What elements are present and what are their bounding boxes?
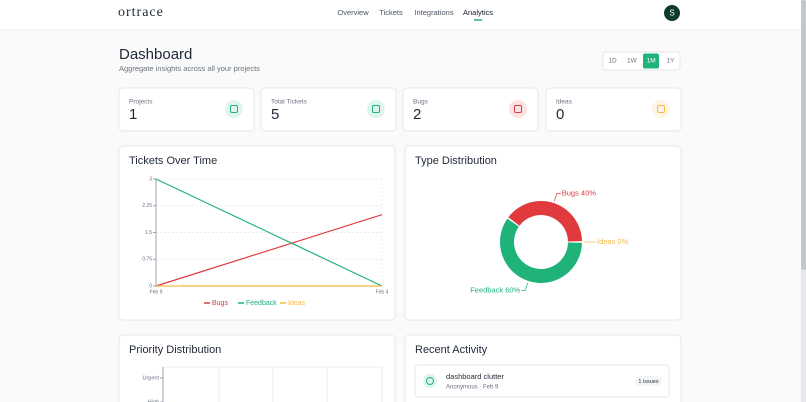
nav-link[interactable]: Integrations (414, 8, 453, 17)
activity-icon (426, 377, 434, 385)
legend-label: Feedback (246, 300, 277, 307)
stat-icon-bg (652, 100, 670, 118)
stat-icon-bg (367, 100, 385, 118)
data-label: Feedback 60% (470, 285, 520, 294)
chart-title: Priority Distribution (129, 344, 221, 356)
stat-card (260, 87, 397, 132)
legend-label: Bugs (212, 300, 228, 307)
legend-label: Ideas (288, 300, 306, 307)
stat-label: Projects (129, 99, 153, 106)
y-tick-label: 0.75 (142, 257, 152, 263)
stat-value: 1 (129, 106, 137, 123)
x-tick-label: Feb 4 (376, 289, 389, 295)
stat-label: Bugs (413, 99, 429, 106)
y-tick-label: 2.25 (142, 203, 152, 209)
stat-value: 0 (556, 106, 564, 123)
data-label: Bugs 40% (562, 188, 597, 197)
range-group (602, 51, 681, 71)
range-button[interactable]: 1D (608, 58, 617, 65)
stat-icon (514, 105, 522, 113)
y-tick-label: 0 (149, 283, 152, 289)
chart-title: Tickets Over Time (129, 155, 217, 167)
avatar-letter: S (669, 9, 674, 18)
label-line (553, 193, 561, 202)
range-active (643, 53, 659, 69)
card (118, 334, 396, 402)
stat-card (545, 87, 682, 132)
data-label: Ideas 0% (597, 237, 629, 246)
line-series (155, 178, 383, 287)
donut-slice (500, 218, 582, 283)
logo[interactable]: ortrace (118, 5, 164, 20)
nav-link[interactable]: Tickets (379, 8, 403, 17)
nav-link[interactable]: Overview (337, 8, 369, 17)
activity-item[interactable] (414, 364, 670, 398)
stat-label: Total Tickets (271, 99, 308, 106)
y-tick-label: 3 (149, 176, 152, 182)
donut-slice (508, 200, 582, 242)
scroll-thumb[interactable] (801, 0, 806, 270)
line-series (155, 214, 383, 287)
stat-value: 2 (413, 106, 421, 123)
range-button[interactable]: 1M (647, 58, 656, 65)
page-subtitle: Aggregate insights across all your proje… (119, 64, 260, 73)
nav-link[interactable]: Analytics (463, 8, 493, 17)
stat-icon (372, 105, 380, 113)
activity-title: dashboard clutter (446, 372, 504, 381)
stat-icon (230, 105, 238, 113)
range-button[interactable]: 1Y (666, 58, 675, 65)
y-tick-label: High (148, 399, 159, 402)
stat-icon-bg (509, 100, 527, 118)
y-tick-label: Urgent (142, 375, 159, 381)
stat-card (402, 87, 539, 132)
stat-value: 5 (271, 106, 279, 123)
card (404, 145, 682, 321)
avatar[interactable] (664, 5, 680, 21)
stat-icon-bg (225, 100, 243, 118)
priority-grid (162, 366, 383, 402)
badge-text: 1 issues (638, 379, 658, 385)
activity-icon-bg (423, 374, 437, 388)
range-button[interactable]: 1W (627, 58, 638, 65)
stat-card (118, 87, 255, 132)
stat-label: Ideas (556, 99, 573, 106)
chart-title: Type Distribution (415, 155, 497, 167)
badge (635, 376, 662, 386)
x-tick-label: Feb 9 (150, 289, 163, 295)
activity-meta: Anonymous · Feb 9 (446, 385, 499, 391)
section-title: Recent Activity (415, 344, 488, 356)
page-title: Dashboard (119, 46, 192, 63)
label-line (521, 282, 529, 291)
y-tick-label: 1.5 (145, 230, 152, 236)
stat-icon (657, 105, 665, 113)
